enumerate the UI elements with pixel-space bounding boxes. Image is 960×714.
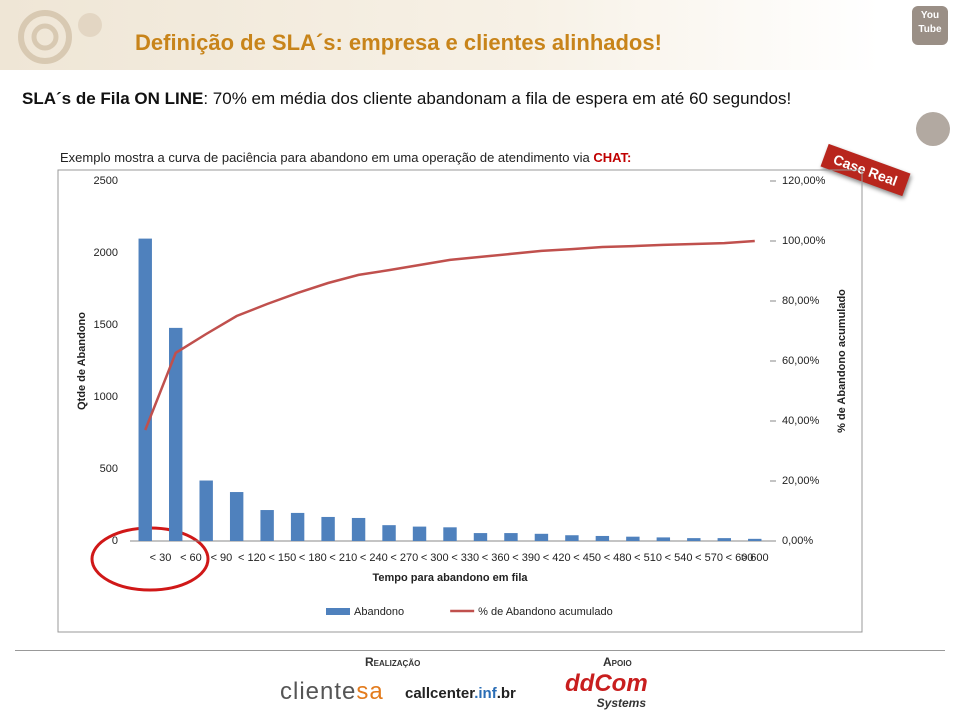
swirl-decor: [18, 10, 102, 64]
bar: [260, 510, 274, 541]
y2-tick-label: 80,00%: [782, 295, 820, 307]
logo-text: .br: [496, 685, 516, 702]
bar: [626, 536, 640, 541]
x-tick-label: < 510: [634, 552, 662, 564]
social-icon: [916, 112, 950, 146]
logo-text: cliente: [280, 678, 357, 705]
intro: Exemplo mostra a curva de paciência para…: [60, 150, 631, 165]
x-tick-label: < 330: [451, 552, 479, 564]
intro-highlight: CHAT:: [593, 150, 632, 165]
x-tick-label: < 180: [299, 552, 327, 564]
subtitle-text: : 70% em média dos cliente abandonam a f…: [203, 89, 792, 108]
bar: [351, 517, 366, 541]
x-tick-label: < 60: [180, 552, 202, 564]
x-tick-label: < 540: [665, 552, 693, 564]
y-tick-label: 500: [100, 463, 118, 475]
bar: [412, 526, 427, 541]
y-tick-label: 2500: [94, 175, 118, 187]
x-tick-label: < 480: [604, 552, 632, 564]
bar: [290, 512, 305, 541]
y2-tick-label: 100,00%: [782, 235, 826, 247]
bar: [321, 516, 335, 541]
bar: [717, 538, 731, 541]
intro-text: Exemplo mostra a curva de paciência para…: [60, 150, 594, 165]
bar: [473, 533, 488, 541]
bar: [595, 535, 610, 541]
bar: [169, 327, 183, 541]
title-bar: [0, 0, 880, 70]
bar: [229, 492, 244, 541]
y2-tick-label: 0,00%: [782, 535, 813, 547]
y2-tick-label: 120,00%: [782, 175, 826, 187]
logo-text: sa: [356, 678, 384, 705]
y2-tick-label: 40,00%: [782, 415, 820, 427]
x-tick-label: < 420: [543, 552, 571, 564]
y2-tick-label: 60,00%: [782, 355, 820, 367]
logo: callcenter.inf.br: [405, 685, 516, 702]
slide-title: Definição de SLA´s: empresa e clientes a…: [135, 30, 662, 55]
x-tick-label: < 360: [482, 552, 510, 564]
y-axis-title: Qtde de Abandono: [76, 312, 88, 410]
logo: ddCom Systems: [565, 670, 648, 711]
legend-label: Abandono: [354, 606, 404, 618]
legend-label: % de Abandono acumulado: [478, 606, 613, 618]
bar: [656, 537, 671, 541]
y-tick-label: 0: [112, 535, 118, 547]
x-tick-label: < 240: [360, 552, 388, 564]
logo: clientesa: [280, 678, 384, 706]
y-tick-label: 1000: [94, 391, 118, 403]
bar: [443, 527, 457, 541]
bar: [199, 480, 213, 541]
x-tick-label: < 30: [150, 552, 172, 564]
social-text: Tube: [918, 24, 942, 35]
footer-label: Apoio: [603, 655, 632, 669]
bar: [748, 538, 762, 541]
footer-label: Realização: [365, 655, 421, 669]
x-tick-label: < 300: [421, 552, 449, 564]
bar: [565, 535, 579, 541]
x-tick-label: < 270: [390, 552, 418, 564]
x-tick-label: < 450: [573, 552, 601, 564]
subtitle: SLA´s de Fila ON LINE: 70% em média dos …: [22, 89, 791, 109]
x-tick-label: < 90: [211, 552, 233, 564]
footer-rule: [15, 650, 945, 651]
logo-text: callcenter: [405, 685, 475, 702]
y-tick-label: 1500: [94, 319, 118, 331]
legend-swatch: [326, 608, 350, 615]
logo-text: Systems: [596, 696, 647, 710]
x-tick-label: < 390: [512, 552, 540, 564]
bar: [138, 238, 152, 541]
y2-axis-title: % de Abandono acumulado: [836, 289, 848, 433]
y2-tick-label: 20,00%: [782, 475, 820, 487]
y-tick-label: 2000: [94, 247, 118, 259]
bar: [534, 533, 549, 541]
line: [144, 239, 755, 431]
logo-text: ddCom: [565, 670, 648, 697]
social-text: You: [920, 10, 940, 21]
x-tick-label: < 570: [695, 552, 723, 564]
subtitle-bold: SLA´s de Fila ON LINE: [22, 89, 204, 108]
bar: [504, 533, 518, 541]
chart-frame: [57, 169, 863, 633]
logo-text: .inf: [474, 685, 497, 702]
x-tick-label: < 120: [238, 552, 266, 564]
social-icon: You Tube: [912, 6, 948, 45]
bar: [687, 538, 701, 541]
bar: [382, 525, 396, 541]
x-tick-label: < 210: [329, 552, 357, 564]
x-tick-label: < 150: [268, 552, 296, 564]
x-tick-label: > 600: [741, 552, 769, 564]
x-axis-title: Tempo para abandono em fila: [372, 572, 528, 584]
x-tick-label: < 600: [726, 552, 754, 564]
